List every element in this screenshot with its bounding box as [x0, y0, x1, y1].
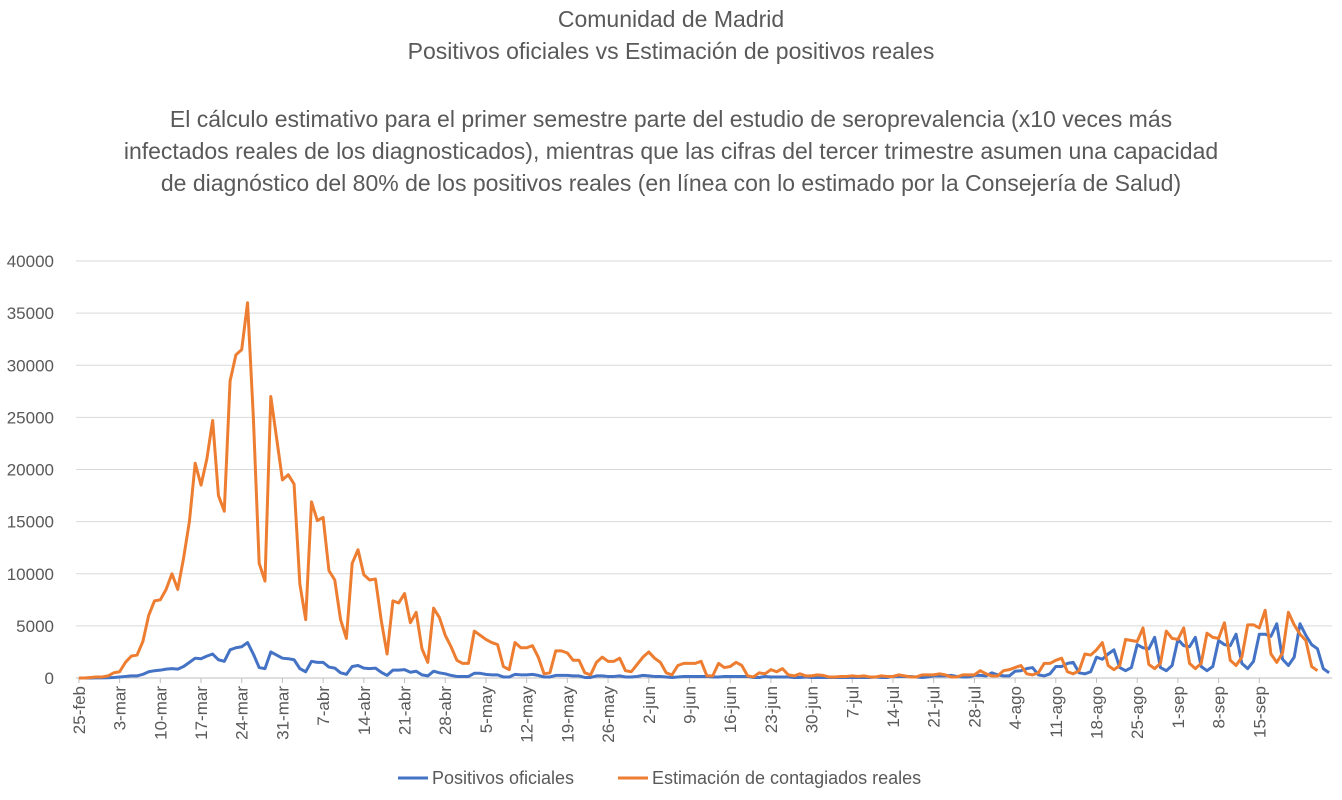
x-tick-label: 21-jul [925, 686, 944, 728]
y-tick-label: 30000 [7, 356, 54, 375]
x-tick-label: 2-jun [640, 686, 659, 724]
x-tick-label: 3-mar [111, 686, 130, 731]
y-tick-label: 15000 [7, 513, 54, 532]
y-axis-tick-labels: 0 5000 10000 15000 20000 25000 30000 35000 40000 [7, 252, 54, 688]
x-tick-label: 14-jul [884, 686, 903, 728]
x-tick-label: 25-feb [70, 686, 89, 734]
x-tick-label: 1-sep [1169, 686, 1188, 729]
series-line-0 [78, 622, 1330, 680]
x-tick-label: 26-may [599, 686, 618, 743]
x-tick-label: 25-ago [1128, 686, 1147, 739]
y-tick-label: 20000 [7, 461, 54, 480]
x-tick-label: 16-jun [721, 686, 740, 733]
x-tick-label: 28-abr [436, 686, 455, 735]
x-tick-label: 7-jul [843, 686, 862, 718]
x-tick-label: 21-abr [396, 686, 415, 735]
x-tick-label: 18-ago [1088, 686, 1107, 739]
x-tick-label: 8-sep [1210, 686, 1229, 729]
x-tick-label: 24-mar [233, 686, 252, 740]
x-tick-label: 31-mar [273, 686, 292, 740]
legend: Positivos oficiales Estimación de contagi… [398, 768, 921, 788]
x-tick-label: 5-may [477, 686, 496, 734]
x-tick-label: 15-sep [1250, 686, 1269, 738]
gridlines [76, 260, 1332, 679]
x-tick-label: 30-jun [803, 686, 822, 733]
chart-subtitle: El cálculo estimativo para el primer sem… [123, 106, 1219, 196]
x-tick-label: 17-mar [192, 686, 211, 740]
x-tick-label: 4-ago [1006, 686, 1025, 729]
chart-title-line-1: Comunidad de Madrid [557, 6, 785, 32]
x-tick-label: 12-may [518, 686, 537, 743]
y-tick-label: 40000 [7, 252, 54, 271]
x-tick-label: 28-jul [965, 686, 984, 728]
legend-label: Positivos oficiales [432, 768, 574, 788]
y-tick-label: 35000 [7, 304, 54, 323]
series-line-1 [78, 301, 1319, 680]
x-tick-label: 9-jun [680, 686, 699, 724]
y-tick-label: 5000 [16, 617, 54, 636]
y-tick-label: 10000 [7, 565, 54, 584]
legend-label: Estimación de contagiados reales [652, 768, 921, 788]
x-tick-label: 11-ago [1047, 686, 1066, 738]
x-tick-label: 7-abr [314, 686, 333, 726]
x-tick-label: 19-may [558, 686, 577, 743]
y-tick-label: 25000 [7, 408, 54, 427]
x-axis-tick-labels: 25-feb 3-mar 10-mar 17-mar 24-mar 31-mar 7-abr… [70, 678, 1269, 743]
chart-title-line-2: Positivos oficiales vs Estimación de pos… [407, 38, 935, 64]
x-tick-label: 23-jun [762, 686, 781, 733]
x-tick-label: 14-abr [355, 686, 374, 735]
y-tick-label: 0 [45, 669, 54, 688]
x-tick-label: 10-mar [151, 686, 170, 740]
series-lines [78, 301, 1330, 680]
